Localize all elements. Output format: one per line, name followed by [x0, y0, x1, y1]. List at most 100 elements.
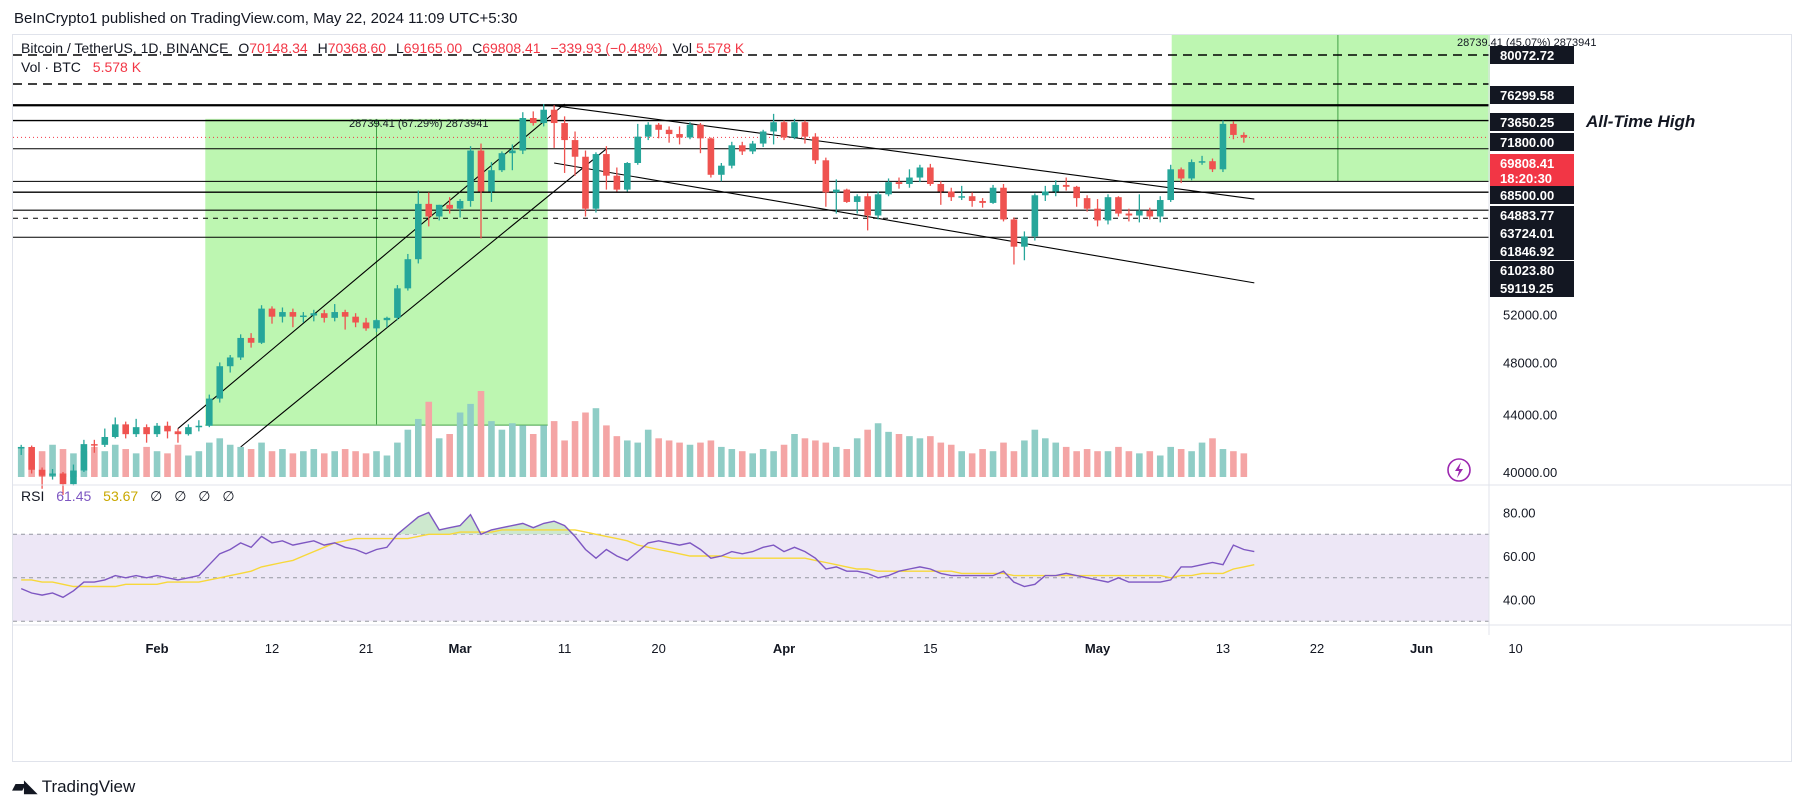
volume-bar — [404, 429, 412, 477]
volume-bar — [853, 438, 861, 477]
volume-bar — [289, 453, 297, 477]
volume-bar — [49, 444, 56, 477]
price-tick-label: 52000.00 — [1503, 307, 1557, 322]
volume-bar — [415, 418, 422, 477]
candle-body — [989, 187, 997, 203]
tradingview-brand[interactable]: ▰◣ TradingView — [12, 776, 135, 797]
price-level-tag-label: 59119.25 — [1500, 281, 1554, 296]
publisher-line: BeInCrypto1 published on TradingView.com… — [14, 10, 518, 27]
candle-body — [80, 444, 88, 471]
volume-bar — [1052, 442, 1060, 477]
candle-body — [759, 131, 767, 144]
candle-body — [550, 109, 558, 124]
candle-body — [906, 177, 913, 185]
candle-body — [467, 150, 474, 201]
volume-bar — [665, 440, 673, 477]
volume-bar — [1000, 442, 1007, 477]
volume-bar — [561, 440, 568, 477]
candle-body — [352, 316, 359, 323]
time-tick-label: Feb — [145, 641, 168, 656]
candle-body — [477, 150, 485, 192]
time-tick-label: May — [1085, 641, 1111, 656]
descending-channel-lower — [554, 162, 1255, 284]
candle-body — [634, 136, 642, 163]
candle-body — [1073, 186, 1080, 199]
time-tick-label: Jun — [1410, 641, 1433, 656]
volume-bar — [718, 446, 725, 477]
candle-body — [1240, 134, 1248, 138]
volume-bar — [780, 444, 788, 477]
svg-text:Bitcoin / TetherUS, 1D, BINANC: Bitcoin / TetherUS, 1D, BINANCE O70148.3… — [21, 40, 745, 56]
price-level-tag — [1490, 261, 1574, 279]
candle-body — [895, 182, 903, 185]
time-tick-label: 13 — [1216, 641, 1230, 656]
candle-body — [415, 203, 422, 260]
candle-body — [697, 124, 704, 139]
candle-body — [373, 320, 380, 329]
volume-bar — [237, 446, 244, 477]
candle-body — [644, 124, 652, 137]
volume-bar — [843, 449, 851, 477]
candle-body — [1188, 162, 1195, 179]
candle-body — [613, 175, 621, 190]
candle-body — [122, 424, 129, 435]
candle-body — [1219, 123, 1227, 170]
volume-bar — [373, 451, 380, 477]
trading-chart[interactable]: 56000.0052000.0048000.0044000.0040000.00… — [13, 35, 1791, 761]
candle-body — [718, 165, 725, 175]
candle-body — [111, 424, 119, 437]
time-tick-label: 22 — [1310, 641, 1324, 656]
volume-bar — [895, 434, 903, 477]
candle-body — [195, 425, 203, 428]
candle-body — [174, 431, 182, 435]
price-level-tag-label: 63724.01 — [1500, 226, 1554, 241]
candle-body — [927, 167, 934, 185]
volume-bar — [989, 451, 997, 477]
volume-bar — [603, 425, 610, 477]
candle-body — [1000, 187, 1007, 220]
measure-zones — [205, 35, 1490, 426]
candle-body — [665, 129, 673, 135]
volume-bar — [1031, 429, 1039, 477]
volume-bar — [874, 423, 882, 477]
volume-bar — [509, 423, 516, 477]
volume-bar — [979, 449, 986, 477]
candle-body — [812, 136, 819, 161]
measure-arrowhead-left — [372, 118, 381, 126]
candle-body — [780, 122, 788, 138]
candle-body — [320, 313, 328, 318]
price-tick-label: 44000.00 — [1503, 408, 1557, 423]
rsi-tick-label: 40.00 — [1503, 593, 1536, 608]
volume-bar — [791, 434, 798, 477]
price-level-tag-label: 73650.25 — [1500, 115, 1554, 130]
candle-body — [749, 143, 756, 152]
price-level-tag-label: 71800.00 — [1500, 135, 1554, 150]
price-level-tag-label: 18:20:30 — [1500, 171, 1552, 186]
candle-body — [822, 160, 830, 193]
price-level-tag-label: 61846.92 — [1500, 244, 1554, 259]
volume-bars — [17, 391, 1248, 477]
price-level-tag-label: 64883.77 — [1500, 208, 1554, 223]
candle-body — [38, 469, 46, 476]
alert-icon[interactable] — [1447, 458, 1471, 482]
volume-bar — [738, 451, 746, 477]
candle-body — [247, 337, 255, 343]
legend-low: 69165.00 — [404, 40, 463, 56]
volume-bar — [519, 425, 527, 477]
volume-bar — [1167, 446, 1174, 477]
legend-vol-line: Vol · BTC — [21, 59, 81, 75]
volume-bar — [153, 451, 161, 477]
price-level-tag — [1490, 46, 1574, 64]
volume-bar — [686, 444, 694, 477]
volume-bar — [477, 391, 485, 477]
candle-body — [916, 167, 924, 178]
chart-frame[interactable]: 56000.0052000.0048000.0044000.0040000.00… — [12, 34, 1792, 762]
rsi-ma-value: 53.67 — [103, 488, 138, 504]
volume-bar — [707, 440, 715, 477]
volume-bar — [801, 438, 809, 477]
candle-body — [801, 122, 809, 137]
price-level-tag — [1490, 154, 1574, 172]
volume-bar — [1125, 451, 1133, 477]
candle-body — [456, 200, 464, 209]
candle-body — [979, 200, 986, 203]
